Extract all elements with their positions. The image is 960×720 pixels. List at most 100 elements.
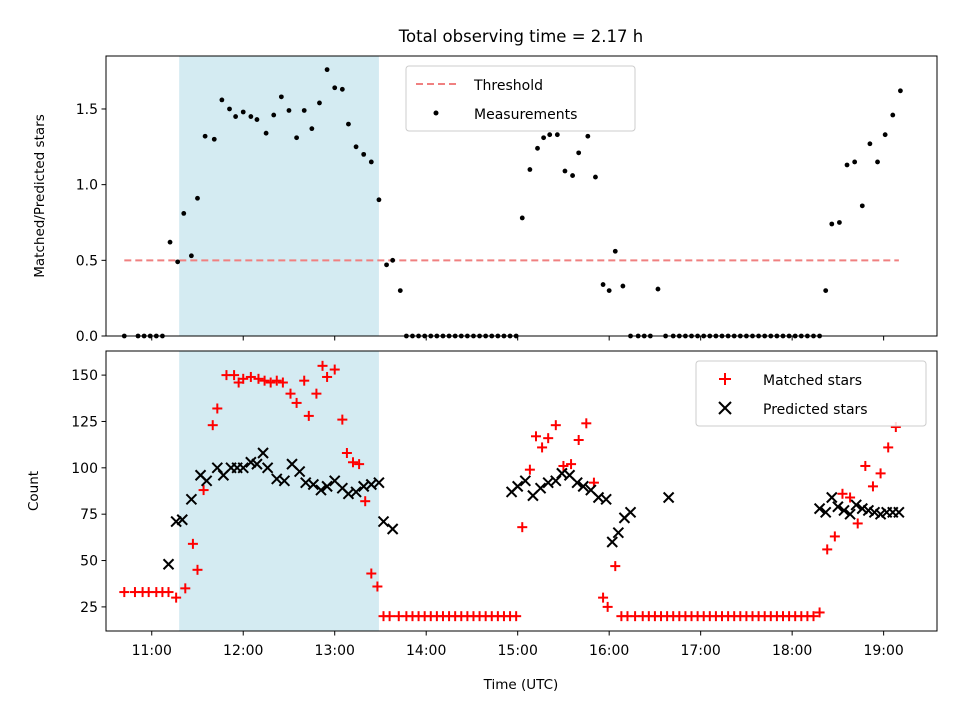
measurement-point (547, 132, 553, 138)
measurement-point (271, 112, 277, 118)
predicted-star-stroke-b (251, 458, 263, 470)
measurement-point (844, 162, 850, 168)
predicted-star-stroke-b (342, 488, 355, 500)
measurement-point (195, 195, 200, 201)
measurement-point (890, 112, 896, 118)
predicted-star-point (893, 506, 905, 519)
measurement-point (875, 159, 880, 165)
measurement-point (384, 262, 389, 268)
matched-star-point (530, 431, 541, 442)
legend-measurements-label: Measurements (474, 107, 577, 123)
predicted-star-stroke-b (245, 456, 257, 468)
count-legend: Matched stars Predicted stars (695, 360, 927, 427)
ratio-y-axis-label: Matched/Predicted stars (32, 114, 48, 277)
measurement-point (233, 114, 239, 119)
predicted-star-stroke-b (373, 476, 385, 489)
matched-star-point (212, 403, 223, 414)
predicted-star-point (261, 462, 274, 474)
measurement-point (317, 100, 322, 106)
matched-star-point (822, 544, 833, 555)
predicted-star-stroke-b (662, 491, 675, 504)
predicted-star-stroke-b (211, 462, 224, 474)
measurement-point (570, 173, 575, 178)
predicted-star-stroke-b (176, 514, 188, 526)
predicted-star-point (577, 480, 589, 493)
observing-window-shade (179, 351, 379, 631)
predicted-star-stroke-b (585, 484, 597, 496)
predicted-star-point (624, 506, 637, 519)
observing-window-band (179, 56, 379, 336)
predicted-star-point (612, 527, 625, 539)
legend-matched-label: Matched stars (763, 373, 862, 389)
matched-star-point (372, 581, 383, 592)
predicted-stars-series (162, 447, 905, 570)
predicted-star-point (534, 482, 547, 494)
matched-star-point (867, 481, 878, 492)
measurement-point (167, 239, 173, 245)
matched-star-point (119, 587, 130, 598)
count-x-tick-label: 13:00 (315, 643, 355, 659)
matched-star-point (860, 460, 871, 471)
observing-window-shade (179, 56, 379, 336)
matched-star-point (341, 447, 352, 458)
measurement-point (397, 288, 403, 293)
predicted-star-stroke-b (336, 482, 349, 494)
measurement-point (278, 94, 284, 100)
matched-star-point (837, 488, 848, 499)
legend-measurements-swatch (433, 110, 439, 116)
matched-star-point (245, 371, 256, 382)
predicted-star-stroke-b (844, 508, 856, 520)
predicted-star-stroke-b (624, 506, 637, 519)
matched-star-point (883, 442, 894, 453)
predicted-star-stroke-b (315, 484, 327, 496)
measurement-point (852, 159, 858, 165)
measurement-point (554, 132, 560, 138)
predicted-star-stroke-b (542, 476, 554, 489)
count-y-tick-label: 75 (80, 507, 98, 523)
measurement-point (390, 257, 396, 263)
measurement-point (882, 132, 888, 138)
predicted-star-stroke-b (819, 506, 832, 519)
measurement-point (600, 282, 606, 287)
matched-star-point (277, 377, 288, 388)
predicted-star-stroke-b (832, 501, 844, 513)
predicted-star-stroke-b (519, 475, 532, 487)
predicted-star-point (185, 493, 198, 506)
predicted-star-point (176, 514, 188, 526)
predicted-star-stroke-b (600, 493, 612, 506)
matched-star-point (550, 420, 561, 431)
matched-star-point (573, 435, 584, 446)
measurement-point (353, 144, 359, 150)
predicted-star-point (571, 476, 583, 489)
matched-star-point (163, 587, 174, 598)
measurements-series (121, 67, 903, 339)
matched-star-point (291, 397, 302, 408)
matched-star-point (271, 375, 282, 386)
matched-star-point (537, 442, 548, 453)
predicted-star-stroke-b (826, 491, 838, 504)
predicted-star-point (162, 558, 175, 570)
predicted-star-point (377, 515, 390, 528)
predicted-star-point (257, 447, 269, 459)
count-x-tick-label: 15:00 (498, 643, 538, 659)
matched-star-point (285, 388, 296, 399)
matched-star-point (238, 373, 249, 384)
measurement-point (332, 85, 338, 91)
observing-window-band (179, 351, 379, 631)
matched-star-point (366, 568, 377, 579)
measurement-point (867, 141, 873, 147)
matched-star-point (875, 468, 886, 479)
measurement-point (240, 109, 246, 115)
predicted-star-point (600, 493, 612, 506)
matched-star-point (265, 377, 276, 388)
measurement-point (294, 135, 299, 141)
count-x-tick-label: 11:00 (132, 643, 172, 659)
x-axis-label: Time (UTC) (483, 677, 559, 693)
predicted-star-stroke-b (577, 480, 589, 493)
predicted-star-stroke-b (257, 447, 269, 459)
measurement-point (837, 220, 842, 225)
predicted-star-point (662, 491, 675, 504)
measurement-point (301, 108, 307, 113)
predicted-star-point (373, 476, 385, 489)
predicted-star-stroke-b (365, 478, 378, 491)
